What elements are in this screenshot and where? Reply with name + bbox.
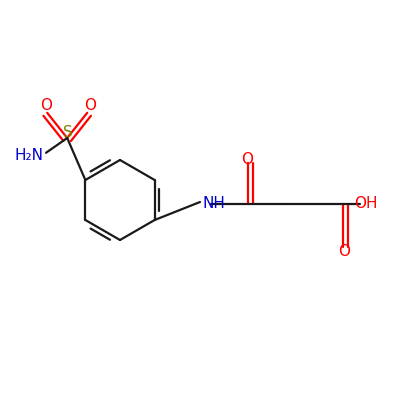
Text: NH: NH: [202, 196, 226, 211]
Text: S: S: [63, 125, 73, 140]
Text: O: O: [338, 244, 350, 260]
Text: H₂N: H₂N: [14, 148, 43, 163]
Text: OH: OH: [354, 196, 378, 211]
Text: O: O: [84, 98, 96, 114]
Text: O: O: [40, 98, 52, 114]
Text: O: O: [241, 152, 253, 168]
